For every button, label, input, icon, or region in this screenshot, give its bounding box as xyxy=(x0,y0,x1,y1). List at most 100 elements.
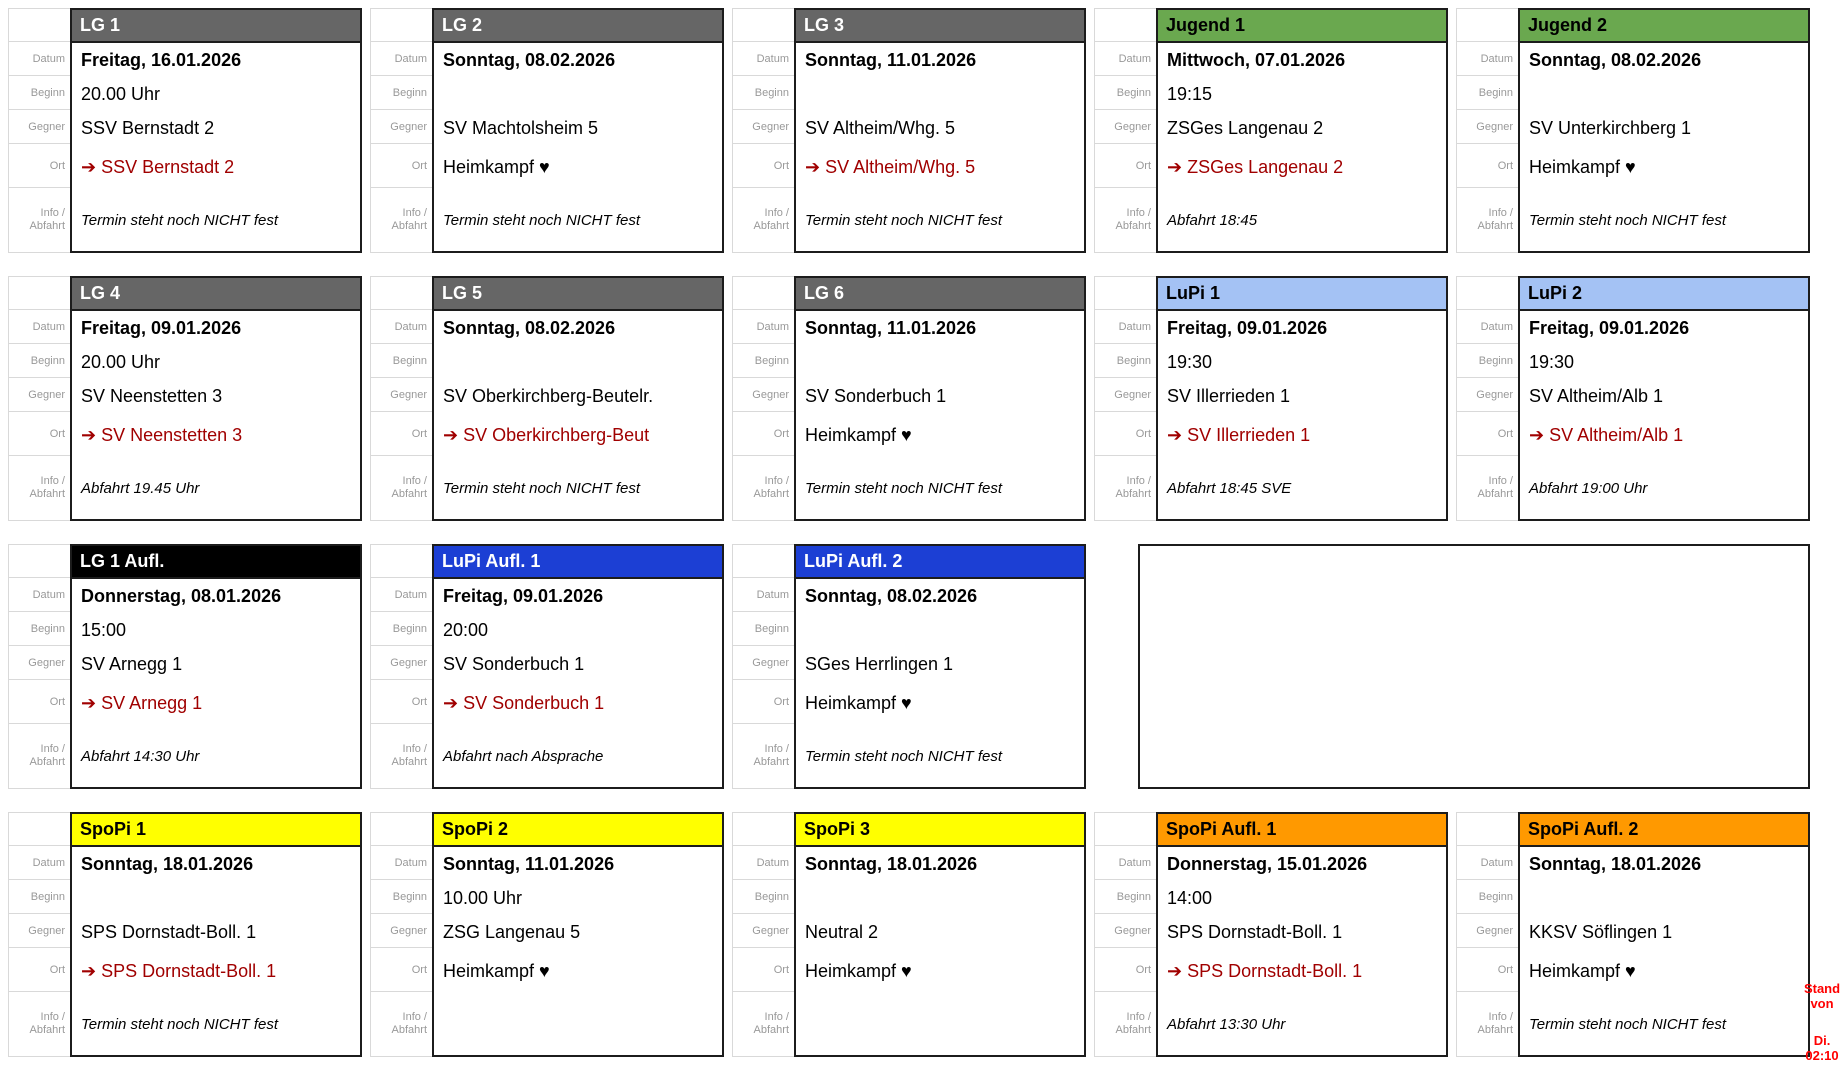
card-ort-value[interactable]: ➔ SV Sonderbuch 1 xyxy=(443,692,605,713)
row-label-ort: Ort xyxy=(1095,412,1156,456)
card-gegner-value: SV Altheim/Whg. 5 xyxy=(805,117,956,138)
row-label-gegner: Gegner xyxy=(733,378,794,412)
card-gegner-value: SV Arnegg 1 xyxy=(81,653,183,674)
card-title: SpoPi 1 xyxy=(72,814,360,847)
row-label-beginn: Beginn xyxy=(1457,76,1518,110)
team-schedule-card-lg3: Datum Beginn Gegner Ort Info / Abfahrt L… xyxy=(724,8,1086,253)
card-ort-value: Heimkampf ♥ xyxy=(443,156,550,177)
row-label-datum: Datum xyxy=(1095,310,1156,344)
card-info-value: Termin steht noch NICHT fest xyxy=(805,479,1003,497)
row-label-info-line2: Abfahrt xyxy=(753,220,789,232)
card-datum-value: Sonntag, 18.01.2026 xyxy=(81,853,254,874)
card-title: LuPi Aufl. 1 xyxy=(434,546,722,579)
row-label-beginn: Beginn xyxy=(1095,344,1156,378)
row-label-info-line2: Abfahrt xyxy=(1477,220,1513,232)
row-label-gutter: Datum Beginn Gegner Ort Info / Abfahrt xyxy=(1094,276,1156,521)
card-ort-value[interactable]: ➔ SV Illerrieden 1 xyxy=(1167,424,1311,445)
row-label-beginn: Beginn xyxy=(9,612,70,646)
card-ort-value[interactable]: ➔ SPS Dornstadt-Boll. 1 xyxy=(1167,960,1363,981)
row-label-info-abfahrt: Info / Abfahrt xyxy=(733,724,794,789)
stand-line-2: von xyxy=(1810,996,1834,1011)
card-title: LuPi 1 xyxy=(1158,278,1446,311)
card-gegner-value: SV Oberkirchberg-Beutelr. xyxy=(443,385,654,406)
row-label-info-line2: Abfahrt xyxy=(29,1024,65,1036)
card-title: LG 4 xyxy=(72,278,360,311)
card-ort-value[interactable]: ➔ SV Arnegg 1 xyxy=(81,692,203,713)
row-label-ort: Ort xyxy=(9,412,70,456)
row-label-gegner: Gegner xyxy=(1457,110,1518,144)
row-label-info-abfahrt: Info / Abfahrt xyxy=(1095,456,1156,521)
row-label-gutter: Datum Beginn Gegner Ort Info / Abfahrt xyxy=(732,276,794,521)
row-label-info-line2: Abfahrt xyxy=(1115,1024,1151,1036)
row-label-gutter: Datum Beginn Gegner Ort Info / Abfahrt xyxy=(8,276,70,521)
card-title: LG 6 xyxy=(796,278,1084,311)
row-label-ort: Ort xyxy=(1457,948,1518,992)
schedule-card-box: LG 1 Aufl. Donnerstag, 08.01.2026 15:00 … xyxy=(70,544,362,789)
row-label-info-line1: Info / xyxy=(764,207,789,219)
row-label-datum: Datum xyxy=(1095,42,1156,76)
card-beginn-value xyxy=(434,345,722,379)
row-label-datum: Datum xyxy=(733,846,794,880)
row-label-gegner: Gegner xyxy=(1095,378,1156,412)
card-beginn-value: 10.00 Uhr xyxy=(443,887,523,908)
row-label-info-line1: Info / xyxy=(402,207,427,219)
row-label-gutter: Datum Beginn Gegner Ort Info / Abfahrt xyxy=(8,544,70,789)
gutter-header-spacer xyxy=(1095,277,1156,310)
row-label-info-abfahrt: Info / Abfahrt xyxy=(1457,188,1518,253)
row-label-beginn: Beginn xyxy=(1457,344,1518,378)
card-beginn-value: 20:00 xyxy=(443,619,489,640)
gutter-header-spacer xyxy=(9,9,70,42)
row-label-datum: Datum xyxy=(9,310,70,344)
row-label-info-line2: Abfahrt xyxy=(29,756,65,768)
row-label-gegner: Gegner xyxy=(371,110,432,144)
card-ort-value[interactable]: ➔ ZSGes Langenau 2 xyxy=(1167,156,1344,177)
team-schedule-card-lupiaufl1: Datum Beginn Gegner Ort Info / Abfahrt L… xyxy=(362,544,724,789)
card-ort-value[interactable]: ➔ SPS Dornstadt-Boll. 1 xyxy=(81,960,277,981)
row-label-info-line1: Info / xyxy=(764,1011,789,1023)
row-label-info-abfahrt: Info / Abfahrt xyxy=(9,992,70,1057)
row-label-gegner: Gegner xyxy=(371,378,432,412)
row-label-gutter: Datum Beginn Gegner Ort Info / Abfahrt xyxy=(370,544,432,789)
row-label-beginn: Beginn xyxy=(371,880,432,914)
card-info-value: Abfahrt 18:45 xyxy=(1167,211,1258,229)
card-datum-value: Sonntag, 11.01.2026 xyxy=(805,317,977,338)
card-beginn-value xyxy=(72,881,360,915)
card-beginn-value: 20.00 Uhr xyxy=(81,83,161,104)
row-label-datum: Datum xyxy=(1457,42,1518,76)
row-label-datum: Datum xyxy=(371,310,432,344)
team-schedule-card-lupi2: Datum Beginn Gegner Ort Info / Abfahrt L… xyxy=(1448,276,1810,521)
row-label-info-line2: Abfahrt xyxy=(391,220,427,232)
card-datum-value: Mittwoch, 07.01.2026 xyxy=(1167,49,1346,70)
team-schedule-card-lg4: Datum Beginn Gegner Ort Info / Abfahrt L… xyxy=(0,276,362,521)
row-label-ort: Ort xyxy=(9,144,70,188)
card-info-value: Termin steht noch NICHT fest xyxy=(81,211,279,229)
card-ort-value[interactable]: ➔ SV Altheim/Whg. 5 xyxy=(805,156,976,177)
row-label-ort: Ort xyxy=(9,680,70,724)
card-info-value xyxy=(434,993,722,1055)
row-label-info-abfahrt: Info / Abfahrt xyxy=(733,188,794,253)
row-label-gutter: Datum Beginn Gegner Ort Info / Abfahrt xyxy=(1094,8,1156,253)
card-ort-value[interactable]: ➔ SV Neenstetten 3 xyxy=(81,424,243,445)
card-beginn-value: 15:00 xyxy=(81,619,127,640)
gutter-header-spacer xyxy=(1457,813,1518,846)
card-ort-value[interactable]: ➔ SV Altheim/Alb 1 xyxy=(1529,424,1684,445)
card-ort-value[interactable]: ➔ SSV Bernstadt 2 xyxy=(81,156,235,177)
gutter-header-spacer xyxy=(733,813,794,846)
row-label-beginn: Beginn xyxy=(371,344,432,378)
row-label-beginn: Beginn xyxy=(371,612,432,646)
row-label-info-line2: Abfahrt xyxy=(753,488,789,500)
stand-timestamp-note: Stand von Di. 02:10 xyxy=(1801,981,1843,1063)
schedule-card-box: SpoPi Aufl. 1 Donnerstag, 15.01.2026 14:… xyxy=(1156,812,1448,1057)
card-info-value: Termin steht noch NICHT fest xyxy=(443,479,641,497)
row-label-info-line1: Info / xyxy=(40,475,65,487)
row-label-datum: Datum xyxy=(9,578,70,612)
row-label-ort: Ort xyxy=(9,948,70,992)
gutter-header-spacer xyxy=(371,277,432,310)
gutter-header-spacer xyxy=(9,813,70,846)
card-beginn-value: 14:00 xyxy=(1167,887,1213,908)
row-label-gutter: Datum Beginn Gegner Ort Info / Abfahrt xyxy=(1456,276,1518,521)
card-gegner-value: SV Altheim/Alb 1 xyxy=(1529,385,1664,406)
card-info-value: Termin steht noch NICHT fest xyxy=(81,1015,279,1033)
row-label-datum: Datum xyxy=(9,846,70,880)
card-ort-value[interactable]: ➔ SV Oberkirchberg-Beut xyxy=(443,424,650,445)
